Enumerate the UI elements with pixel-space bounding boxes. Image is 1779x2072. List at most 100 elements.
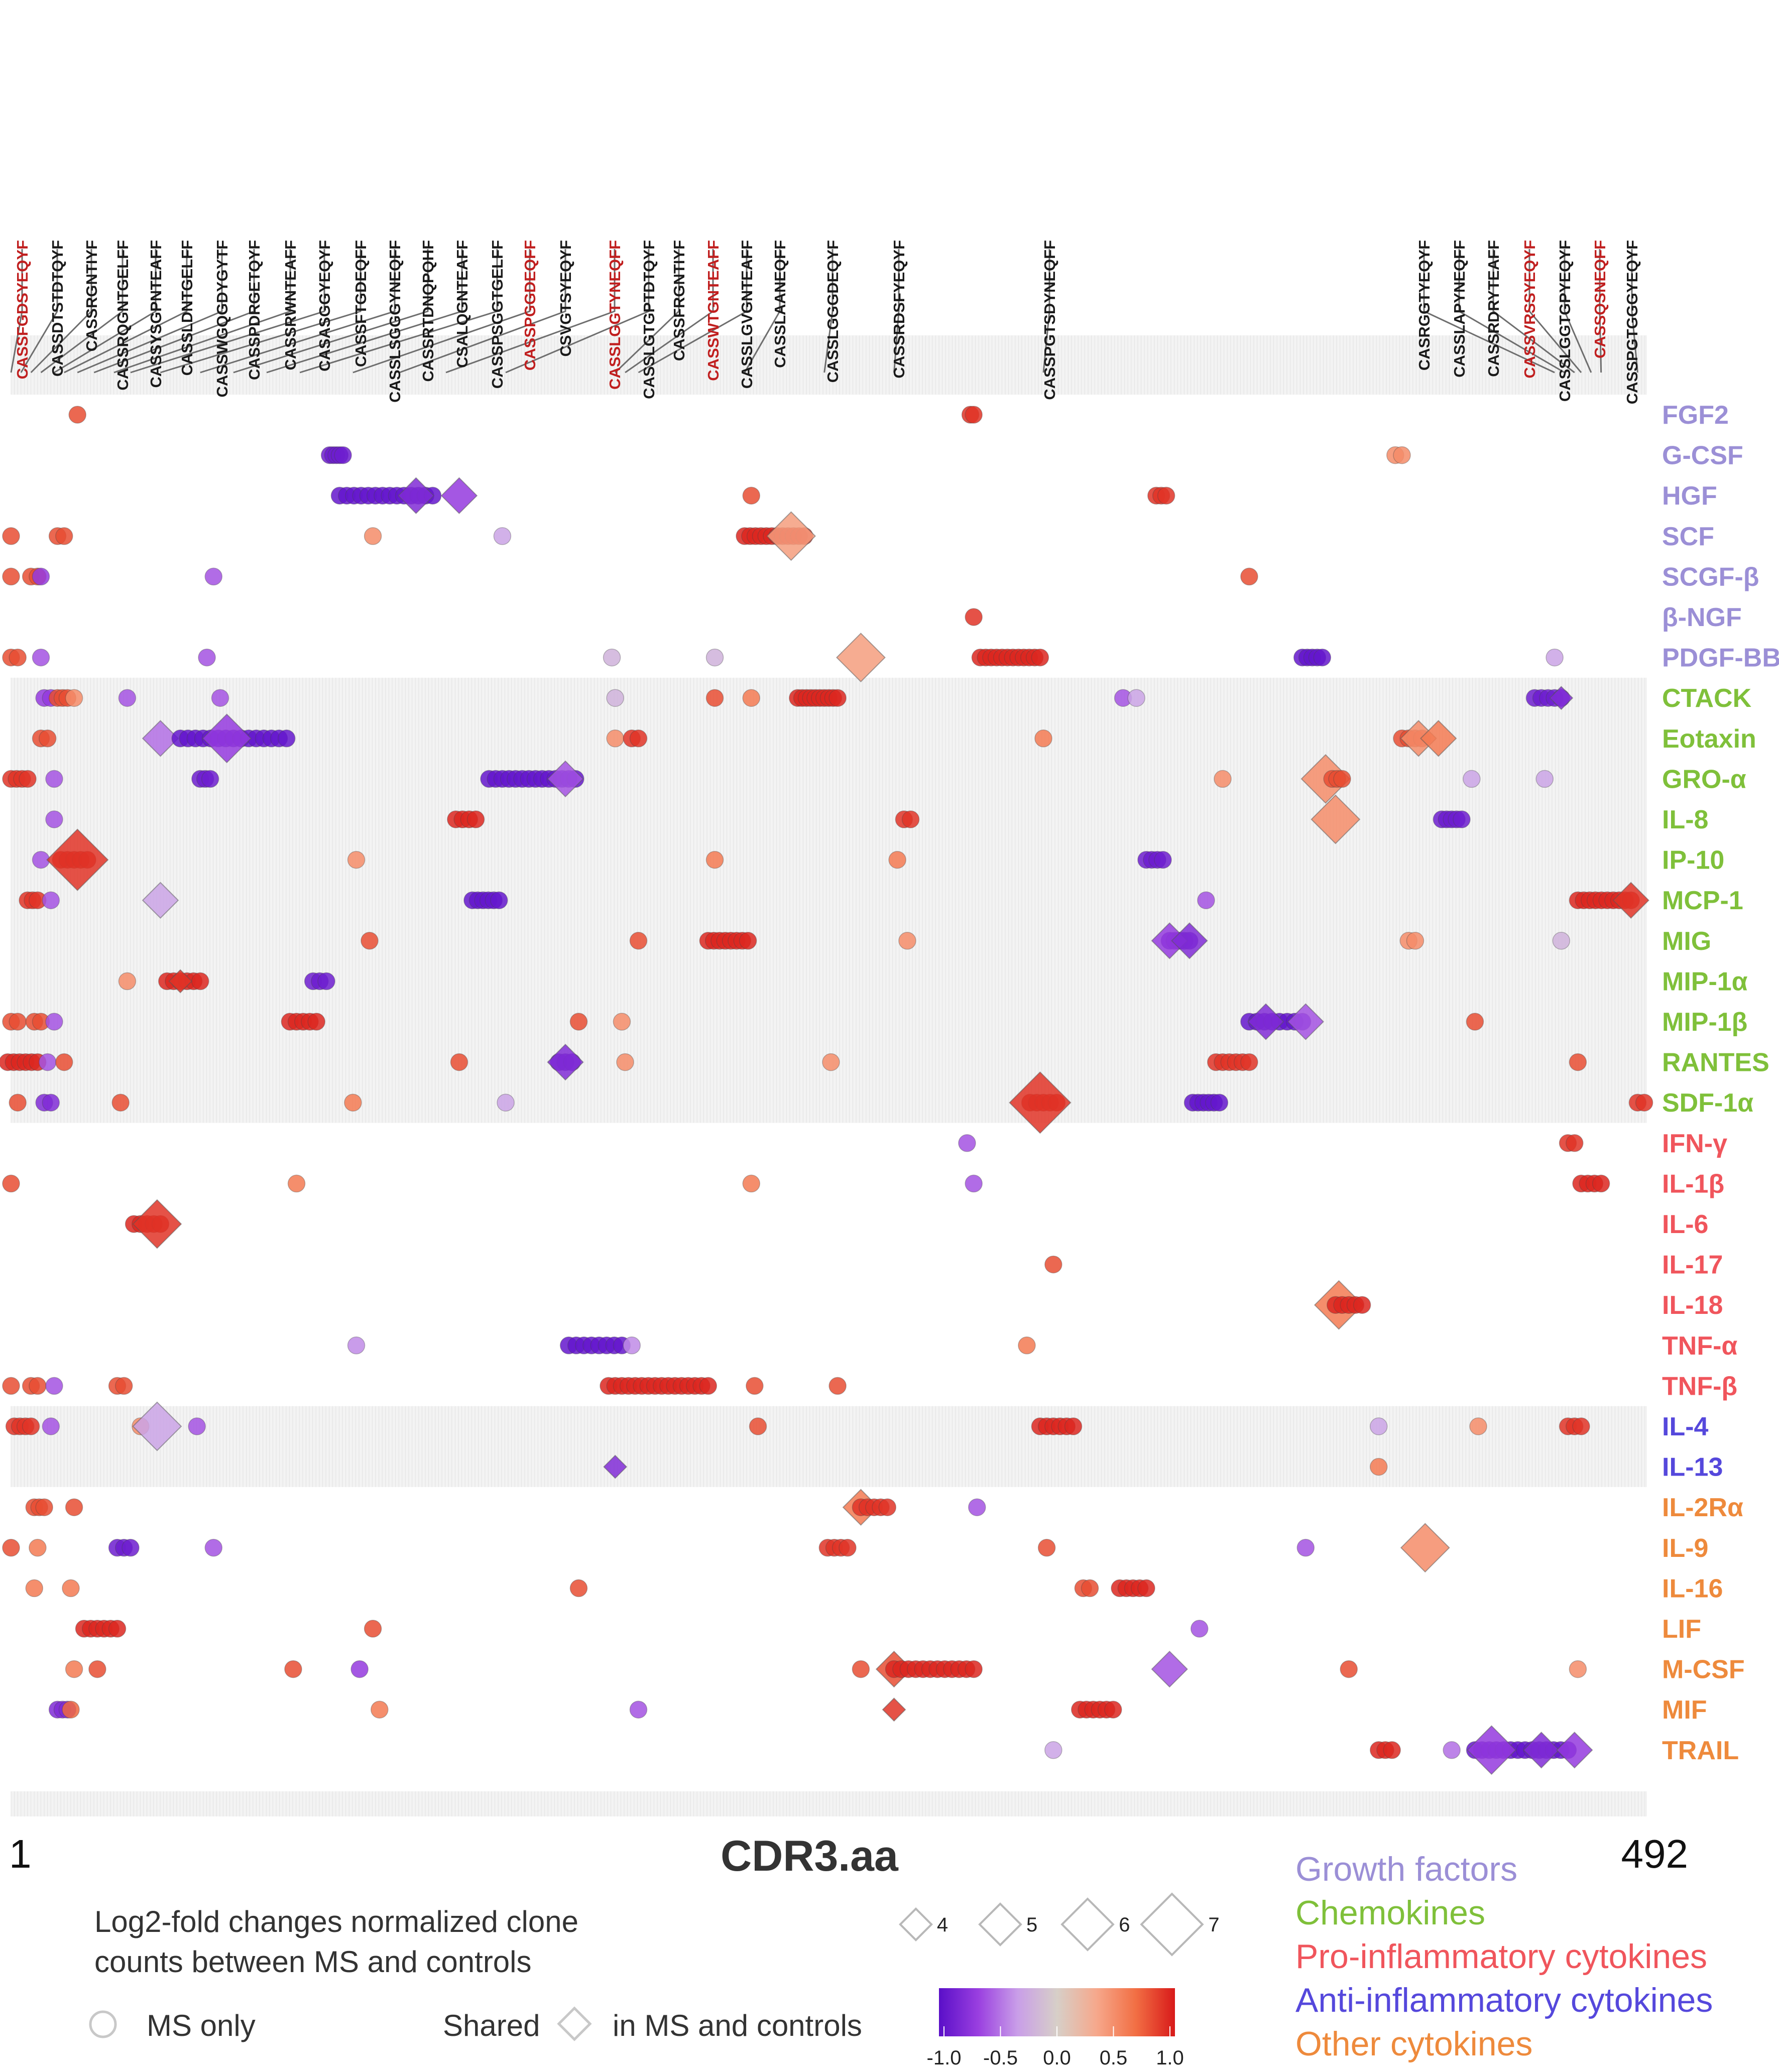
sequence-label: CASSRDRYTEAFF xyxy=(1485,240,1502,377)
ms-only-clone-circle xyxy=(1569,1660,1587,1678)
ms-only-clone-circle xyxy=(616,1053,634,1071)
row-label: Eotaxin xyxy=(1662,724,1756,754)
sequence-label: CASSLAPYNEQFF xyxy=(1451,240,1468,378)
ms-only-clone-circle xyxy=(287,1174,306,1193)
ms-only-clone-circle xyxy=(1406,932,1425,950)
shared-clone-diamond xyxy=(46,828,109,891)
colorbar-tick-label: -0.5 xyxy=(983,2047,1018,2069)
row-label: IL-8 xyxy=(1662,805,1708,834)
ms-only-clone-circle xyxy=(201,770,219,788)
ms-only-clone-circle xyxy=(1466,1013,1484,1031)
ms-only-clone-circle xyxy=(19,770,37,788)
sequence-label: CASSRDSFYEQYF xyxy=(890,240,908,379)
band-top xyxy=(11,335,1647,395)
shared-clone-diamond xyxy=(1171,922,1208,959)
legend-shared-label: Shared xyxy=(443,2009,540,2042)
ms-only-clone-circle xyxy=(1037,1539,1056,1557)
row-label: IL-6 xyxy=(1662,1210,1708,1239)
legend-description-line1: Log2-fold changes normalized clone xyxy=(94,1905,578,1938)
row-label: MCP-1 xyxy=(1662,886,1743,915)
sequence-label: CASSPDRGETQYF xyxy=(246,240,263,380)
shared-clone-diamond xyxy=(547,1043,584,1081)
shared-clone-diamond xyxy=(1151,1650,1189,1688)
sequence-label: CASSVRSSYEQYF xyxy=(1521,240,1538,379)
legend-diamond-symbol xyxy=(557,2006,592,2041)
ms-only-clone-circle xyxy=(38,729,57,748)
shared-clone-diamond xyxy=(132,1199,182,1249)
sequence-label: CASSWGQGDYGYTF xyxy=(213,240,231,397)
row-label: IL-4 xyxy=(1662,1412,1709,1441)
ms-only-clone-circle xyxy=(42,1093,60,1112)
sequence-label: CASSPGTGGGYEQYF xyxy=(1623,240,1641,404)
sequence-connector xyxy=(54,249,157,374)
sequence-label: CASASGGYEQYF xyxy=(316,240,333,372)
ms-only-clone-circle xyxy=(603,648,621,667)
shared-clone-diamond xyxy=(766,511,816,561)
ms-only-clone-circle xyxy=(493,527,512,545)
row-label: LIF xyxy=(1662,1615,1701,1644)
ms-only-clone-circle xyxy=(613,1013,631,1031)
ms-only-clone-circle xyxy=(361,932,379,950)
ms-only-clone-circle xyxy=(284,1660,302,1678)
ms-only-clone-circle xyxy=(118,689,137,707)
sequence-label: CASSRTDNQPQHF xyxy=(419,240,437,382)
ms-only-clone-circle xyxy=(1566,1134,1584,1152)
ms-only-clone-circle xyxy=(307,1013,325,1031)
sequence-connector xyxy=(1528,249,1582,373)
ms-only-clone-circle xyxy=(1240,567,1258,586)
sequence-label: CASSLGGGDEQYF xyxy=(824,240,842,383)
shared-clone-diamond xyxy=(1311,794,1361,844)
shared-clone-diamond xyxy=(1151,922,1189,959)
ms-only-clone-circle xyxy=(347,850,366,869)
ms-only-clone-circle xyxy=(699,1377,718,1395)
ms-only-clone-circle xyxy=(606,729,624,748)
ms-only-clone-circle xyxy=(1064,1417,1083,1435)
band-chemokines xyxy=(11,677,1647,1123)
ms-only-clone-circle xyxy=(1240,1053,1258,1071)
legend-circle-symbol xyxy=(89,2010,117,2038)
ms-only-clone-circle xyxy=(1592,1174,1610,1193)
sequence-label: CASSPGGDEQFF xyxy=(521,240,539,371)
sequence-connector xyxy=(1631,249,1638,373)
x-axis-end-label: 492 xyxy=(1621,1832,1688,1876)
sequence-label: CASSLDNTGELFF xyxy=(178,240,196,376)
sequence-connector xyxy=(1042,249,1050,373)
row-label: M-CSF xyxy=(1662,1655,1745,1684)
ms-only-clone-circle xyxy=(42,891,60,909)
ms-only-clone-circle xyxy=(965,608,983,626)
ms-only-clone-circle xyxy=(42,1417,60,1435)
band-anti-inflammatory xyxy=(11,1406,1647,1487)
ms-only-clone-circle xyxy=(88,1660,106,1678)
size-legend-label: 4 xyxy=(937,1914,948,1936)
colorbar-ticks: -1.0 -0.5 0.0 0.5 1.0 xyxy=(927,2026,1184,2069)
ms-only-clone-circle xyxy=(965,1174,983,1193)
ms-only-clone-circle xyxy=(1210,1093,1229,1112)
colorbar-tick-label: 0.0 xyxy=(1043,2047,1071,2069)
ms-only-clone-circle xyxy=(606,689,624,707)
ms-only-clone-circle xyxy=(623,1336,641,1355)
size-legend-diamond xyxy=(1060,1897,1115,1952)
sequence-connector xyxy=(823,249,834,373)
row-label: MIG xyxy=(1662,927,1711,956)
ms-only-clone-circle xyxy=(1572,1417,1590,1435)
ms-only-clone-circle xyxy=(1197,891,1215,909)
sequence-connector xyxy=(625,249,714,374)
ms-only-clone-circle xyxy=(1081,1579,1099,1598)
ms-only-clone-circle xyxy=(9,648,27,667)
sequence-connector xyxy=(266,249,463,374)
legend-shared-suffix: in MS and controls xyxy=(613,2009,862,2042)
sequence-label: CASSLGVGNTEAFF xyxy=(738,240,756,389)
shared-clone-diamond xyxy=(1287,1003,1325,1040)
shared-clone-diamond xyxy=(1467,1725,1517,1775)
ms-only-clone-circle xyxy=(45,1377,63,1395)
sequence-connector xyxy=(1423,249,1555,374)
ms-only-clone-circle xyxy=(2,527,20,545)
ms-only-clone-circle xyxy=(1453,810,1471,828)
ms-only-clone-circle xyxy=(705,648,724,667)
ms-only-clone-circle xyxy=(828,689,847,707)
row-label: IP-10 xyxy=(1662,846,1724,875)
ms-only-clone-circle xyxy=(1018,1336,1036,1355)
sequence-connector xyxy=(93,249,255,374)
sequence-labels: CASSFGDSYEQYF CASSDTSTDTQYF CASSRGNTIYF CAS… xyxy=(14,240,1641,404)
row-label: SCGF-β xyxy=(1662,562,1759,591)
